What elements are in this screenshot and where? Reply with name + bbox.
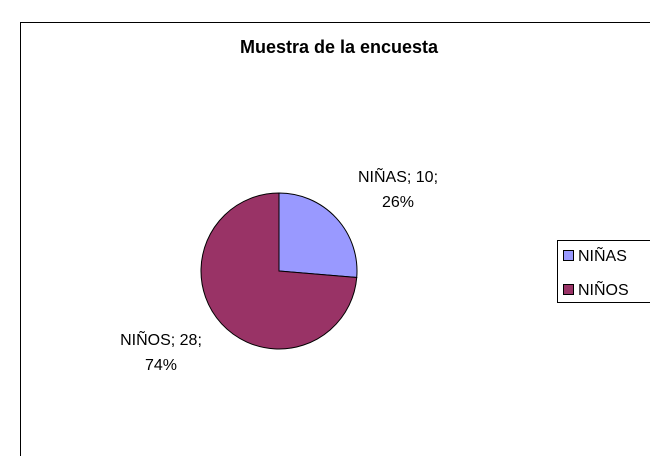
legend-swatch <box>563 284 574 295</box>
data-label: NIÑAS; 10; <box>358 166 438 186</box>
chart-title: Muestra de la encuesta <box>240 37 439 57</box>
legend-swatch <box>563 250 574 261</box>
legend-label: NIÑAS <box>578 245 627 265</box>
legend-label: NIÑOS <box>578 279 629 299</box>
data-label: NIÑOS; 28; <box>120 329 202 349</box>
pie-slice <box>200 192 358 350</box>
pie-slice <box>278 192 358 278</box>
data-label: 74% <box>145 357 177 374</box>
data-label: 26% <box>382 194 414 211</box>
